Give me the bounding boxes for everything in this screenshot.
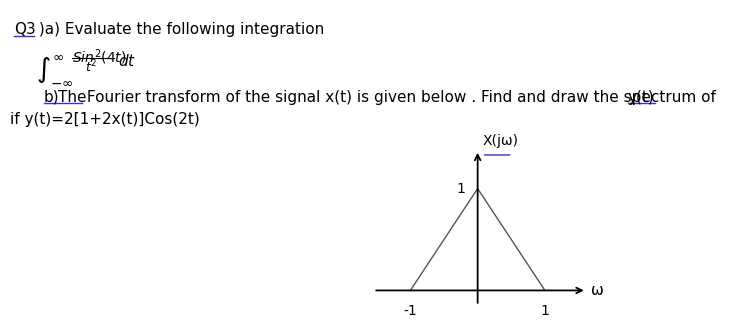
- Text: 1: 1: [540, 304, 549, 318]
- Text: y(t): y(t): [628, 90, 655, 105]
- Text: $dt$: $dt$: [118, 53, 136, 69]
- Text: The: The: [58, 90, 87, 105]
- Text: X(jω): X(jω): [483, 134, 519, 148]
- Text: $\mathit{Sin}^2\mathit{(4t)}$: $\mathit{Sin}^2\mathit{(4t)}$: [72, 47, 127, 67]
- Text: b): b): [44, 90, 60, 105]
- Text: )a) Evaluate the following integration: )a) Evaluate the following integration: [34, 22, 324, 37]
- Text: $t^2$: $t^2$: [85, 59, 98, 76]
- Text: ω: ω: [591, 283, 603, 298]
- Text: Fourier transform of the signal x(t) is given below . Find and draw the spectrum: Fourier transform of the signal x(t) is …: [82, 90, 721, 105]
- Text: if y(t)=2[1+2x(t)]Cos(2t): if y(t)=2[1+2x(t)]Cos(2t): [10, 112, 200, 127]
- Text: -1: -1: [403, 304, 417, 318]
- Text: 1: 1: [457, 182, 465, 196]
- Text: Q3: Q3: [14, 22, 36, 37]
- Text: $\int_{-\infty}^{\infty}$: $\int_{-\infty}^{\infty}$: [36, 54, 73, 87]
